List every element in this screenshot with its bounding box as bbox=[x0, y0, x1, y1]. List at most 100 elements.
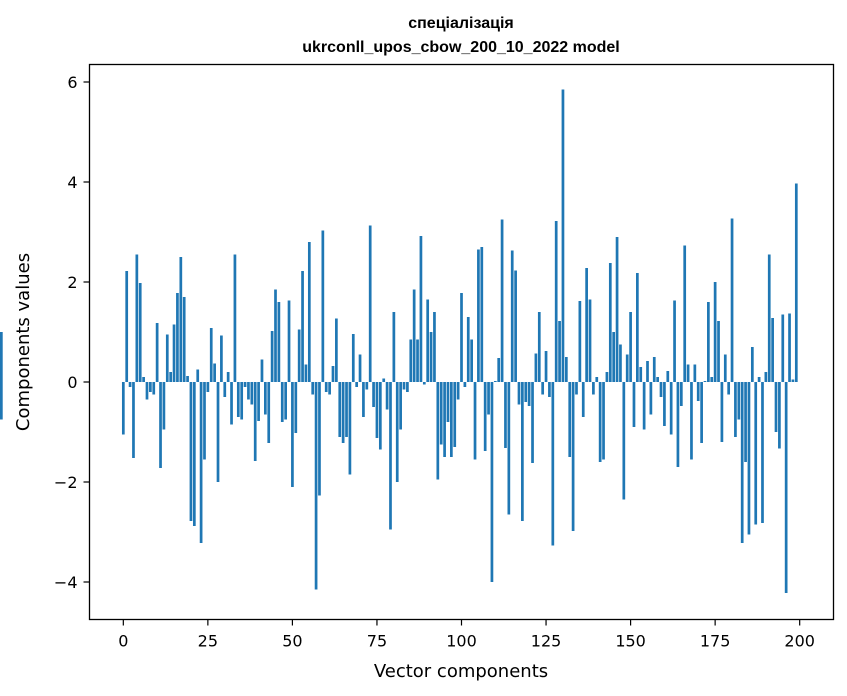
bar bbox=[747, 382, 751, 535]
bar bbox=[149, 382, 152, 392]
bar bbox=[284, 382, 287, 420]
bar bbox=[260, 359, 264, 382]
x-axis-ticks: 0 25 50 75 100 125 150 175 200 bbox=[118, 619, 815, 651]
bar bbox=[622, 382, 626, 500]
bar bbox=[439, 382, 443, 445]
bar bbox=[385, 382, 389, 410]
bar bbox=[564, 357, 568, 382]
bar bbox=[632, 382, 636, 427]
bar bbox=[504, 382, 507, 448]
bar bbox=[663, 382, 666, 426]
bar bbox=[477, 249, 480, 382]
bar bbox=[416, 339, 419, 382]
bar bbox=[605, 372, 609, 382]
bar bbox=[615, 237, 619, 382]
bar bbox=[216, 382, 220, 482]
bar bbox=[247, 382, 250, 400]
bar bbox=[192, 382, 196, 526]
bar bbox=[159, 382, 162, 468]
bar bbox=[578, 301, 582, 382]
bar bbox=[165, 334, 169, 382]
bar bbox=[182, 297, 186, 382]
bar bbox=[0, 332, 3, 382]
bar bbox=[253, 382, 257, 461]
bar bbox=[267, 382, 271, 443]
bar bbox=[710, 377, 714, 382]
chart-title: спеціалізація bbox=[408, 15, 514, 32]
bar bbox=[358, 354, 362, 382]
bar bbox=[169, 372, 173, 382]
bar bbox=[619, 344, 622, 382]
bar bbox=[754, 382, 758, 525]
bar bbox=[389, 382, 392, 530]
bar bbox=[179, 257, 183, 382]
bar bbox=[646, 361, 649, 382]
bar bbox=[203, 382, 206, 460]
bar bbox=[639, 367, 643, 382]
x-tick-label: 75 bbox=[367, 632, 387, 651]
bar bbox=[392, 312, 396, 382]
bar bbox=[778, 382, 781, 449]
bar bbox=[548, 382, 551, 397]
bar bbox=[314, 382, 318, 590]
bar bbox=[365, 382, 369, 390]
bar bbox=[189, 382, 193, 521]
bar bbox=[230, 382, 233, 425]
bar bbox=[402, 382, 406, 390]
bar bbox=[788, 313, 791, 382]
bar bbox=[426, 299, 430, 382]
bar bbox=[456, 382, 460, 400]
bar bbox=[446, 382, 450, 422]
bar bbox=[757, 377, 761, 382]
bar bbox=[581, 382, 585, 417]
bar bbox=[612, 332, 616, 382]
bar bbox=[730, 218, 734, 382]
bar bbox=[497, 358, 501, 382]
bar bbox=[362, 382, 365, 417]
bar bbox=[172, 324, 176, 382]
bar bbox=[696, 382, 700, 401]
bar bbox=[294, 382, 298, 433]
bar bbox=[625, 354, 629, 382]
bar bbox=[473, 382, 477, 460]
bar bbox=[602, 382, 605, 460]
bar bbox=[274, 289, 277, 382]
bar bbox=[571, 382, 575, 531]
bar bbox=[483, 382, 487, 451]
bar bbox=[406, 382, 409, 392]
bar bbox=[264, 382, 267, 415]
bar bbox=[727, 382, 731, 395]
bar bbox=[324, 382, 328, 392]
bar bbox=[666, 371, 670, 382]
bar bbox=[0, 382, 3, 420]
bar bbox=[585, 268, 588, 382]
bar bbox=[723, 354, 727, 382]
bar bbox=[791, 379, 795, 382]
bar bbox=[740, 382, 744, 543]
bar bbox=[257, 382, 260, 421]
bar bbox=[277, 302, 281, 382]
bar bbox=[121, 382, 125, 435]
bar bbox=[328, 382, 331, 395]
bar bbox=[744, 382, 747, 462]
bar bbox=[236, 382, 240, 417]
bar bbox=[138, 283, 142, 382]
bar bbox=[527, 382, 531, 406]
bar bbox=[700, 382, 703, 443]
bar bbox=[761, 382, 764, 523]
bar bbox=[382, 378, 386, 382]
bars-group bbox=[0, 89, 798, 593]
bar bbox=[378, 382, 382, 450]
bar bbox=[554, 221, 558, 382]
bar bbox=[717, 321, 720, 382]
bar bbox=[355, 382, 359, 387]
bar bbox=[409, 339, 413, 382]
bar bbox=[176, 293, 179, 382]
bar bbox=[588, 299, 592, 382]
bar bbox=[220, 335, 223, 382]
bar bbox=[598, 382, 602, 462]
bar bbox=[690, 382, 693, 460]
bar bbox=[537, 312, 541, 382]
bar bbox=[348, 382, 352, 475]
bar bbox=[345, 382, 348, 437]
